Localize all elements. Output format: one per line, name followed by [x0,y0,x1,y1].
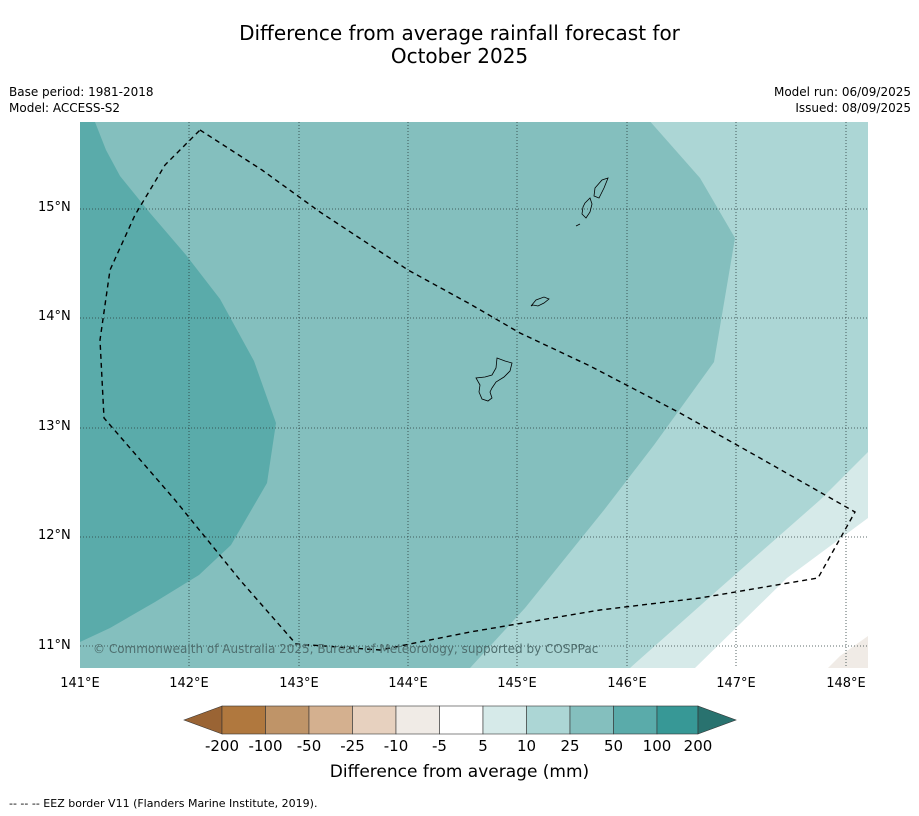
colorbar-swatch-10 [613,705,658,735]
colorbar-tick-1: -200 [204,737,240,755]
colorbar-tick-2: -100 [248,737,283,755]
colorbar-swatch-11 [656,705,699,735]
model-run: Model run: 06/09/2025 [773,85,911,99]
colorbar-tick-3: -50 [296,737,322,755]
colorbar-swatch-3 [308,705,353,735]
colorbar-tick-9: 25 [560,737,580,755]
colorbar-swatch-4 [352,705,397,735]
contour-band-minus5-minus10 [828,636,868,668]
lat-label-12n: 12°N [38,528,71,543]
colorbar-tick-5: -10 [383,737,409,755]
lon-label-145e: 145°E [497,676,537,691]
lon-label-142e: 142°E [169,676,209,691]
aguijan-island [575,223,581,227]
colorbar [183,705,737,735]
tinian-island [581,197,593,219]
title-line-1: Difference from average rainfall forecas… [239,21,680,45]
islands [475,177,609,402]
lon-label-141e: 141°E [60,676,100,691]
issued-date: Issued: 08/09/2025 [795,101,911,115]
eez-border [99,129,856,651]
colorbar-tick-11: 100 [642,737,672,755]
colorbar-extend-low [183,705,223,735]
gridlines [80,122,868,668]
base-period: Base period: 1981-2018 [9,85,154,99]
colorbar-tick-7: 5 [478,737,488,755]
lon-label-147e: 147°E [716,676,756,691]
lon-label-144e: 144°E [388,676,428,691]
rainfall-contours [80,122,868,668]
lat-label-14n: 14°N [38,309,71,324]
colorbar-tick-6: -5 [432,737,447,755]
colorbar-title: Difference from average (mm) [329,762,590,782]
lat-label-11n: 11°N [38,638,71,653]
meta-right: Model run: 06/09/2025 Issued: 08/09/2025 [774,84,911,116]
colorbar-swatch-1 [221,705,266,735]
eez-footnote: -- -- -- EEZ border V11 (Flanders Marine… [9,797,318,810]
model-name: Model: ACCESS-S2 [9,101,121,115]
contour-band-50-100 [80,122,276,642]
chart-title: Difference from average rainfall forecas… [0,22,919,68]
colorbar-swatch-5 [395,705,440,735]
colorbar-tick-10: 50 [603,737,624,755]
meta-left: Base period: 1981-2018 Model: ACCESS-S2 [9,84,154,116]
colorbar-swatch-8 [526,705,571,735]
contour-band-25-50 [80,122,735,668]
colorbar-swatch-9 [569,705,614,735]
colorbar-extend-high [697,705,737,735]
colorbar-tick-8: 10 [516,737,537,755]
colorbar-swatch-6 [439,705,484,735]
lon-label-148e: 148°E [826,676,866,691]
lat-label-15n: 15°N [38,200,71,215]
colorbar-swatch-7 [482,705,527,735]
lon-label-146e: 146°E [607,676,647,691]
colorbar-tick-4: -25 [340,737,365,755]
colorbar-tick-12: 200 [683,737,713,755]
saipan-island [593,177,609,199]
copyright-notice: © Commonwealth of Australia 2025, Bureau… [93,642,599,656]
rota-island [530,296,550,307]
colorbar-swatch-2 [265,705,310,735]
title-line-2: October 2025 [390,44,529,68]
lat-label-13n: 13°N [38,419,71,434]
lon-label-143e: 143°E [279,676,319,691]
guam-island [475,357,513,402]
